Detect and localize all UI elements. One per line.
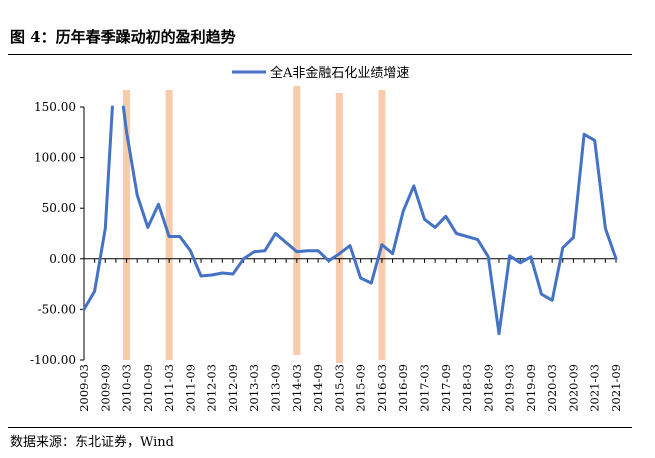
highlight-band — [123, 90, 131, 360]
y-tick-label: 0.00 — [49, 252, 76, 266]
x-tick-label: 2012-09 — [226, 364, 240, 412]
x-tick-label: 2009-03 — [77, 364, 91, 412]
highlight-band — [293, 86, 301, 355]
highlight-band — [335, 93, 343, 363]
x-tick-label: 2009-09 — [98, 364, 112, 412]
top-rule — [8, 54, 632, 55]
x-tick-label: 2015-09 — [354, 364, 368, 412]
x-tick-label: 2013-09 — [269, 364, 283, 412]
series-line — [121, 105, 618, 336]
x-tick-label: 2014-09 — [311, 364, 325, 412]
x-tick-label: 2011-09 — [183, 364, 197, 412]
x-tick-label: 2012-03 — [205, 364, 219, 412]
x-tick-label: 2020-09 — [566, 364, 580, 412]
series-line — [82, 105, 114, 311]
x-tick-label: 2018-09 — [481, 364, 495, 412]
x-tick-label: 2020-03 — [545, 364, 559, 412]
x-tick-label: 2013-03 — [247, 364, 261, 412]
figure-title: 图 4：历年春季躁动初的盈利趋势 — [10, 28, 236, 46]
source-note: 数据来源：东北证券，Wind — [10, 435, 174, 450]
highlight-bands — [123, 86, 386, 363]
x-tick-label: 2019-03 — [503, 364, 517, 412]
x-tick-label: 2018-03 — [460, 364, 474, 412]
legend-label: 全A非金融石化业绩增速 — [270, 65, 409, 81]
highlight-band — [165, 90, 173, 360]
series-lines — [82, 105, 618, 336]
x-tick-label: 2010-09 — [141, 364, 155, 412]
x-tick-label: 2021-03 — [588, 364, 602, 412]
y-tick-label: 50.00 — [42, 201, 76, 215]
bottom-rule — [8, 427, 632, 428]
x-tick-label: 2015-03 — [332, 364, 346, 412]
legend: 全A非金融石化业绩增速 — [232, 65, 409, 81]
x-axis: 2009-03 2009-09 2010-03 2010-09 2011-03 2011-… — [77, 258, 623, 412]
x-tick-label: 2017-09 — [439, 364, 453, 412]
highlight-band — [378, 90, 386, 360]
x-tick-label: 2016-03 — [375, 364, 389, 412]
y-tick-label: 100.00 — [34, 151, 76, 165]
x-tick-label: 2019-09 — [524, 364, 538, 412]
y-tick-label: 150.00 — [34, 100, 76, 114]
x-tick-label: 2014-03 — [290, 364, 304, 412]
x-tick-label: 2016-09 — [396, 364, 410, 412]
x-tick-label: 2021-09 — [609, 364, 623, 412]
y-tick-label: -50.00 — [38, 302, 76, 316]
y-axis: 150.00 100.00 50.00 0.00 -50.00 -100.00 — [30, 100, 85, 367]
x-tick-label: 2011-03 — [162, 364, 176, 412]
y-tick-label: -100.00 — [30, 353, 76, 367]
x-tick-label: 2017-03 — [417, 364, 431, 412]
x-tick-label: 2010-03 — [120, 364, 134, 412]
